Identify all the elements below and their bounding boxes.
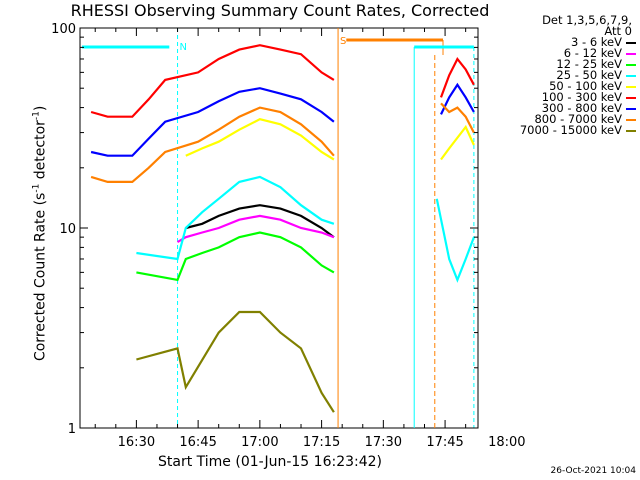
legend-swatch <box>626 85 636 88</box>
x-tick-label: 17:15 <box>303 435 340 450</box>
series-line-4 <box>136 175 335 261</box>
chart-title: RHESSI Observing Summary Count Rates, Co… <box>70 1 490 20</box>
series-line-7 <box>90 87 335 157</box>
y-tick-label: 100 <box>51 22 76 37</box>
series-line-3 <box>136 231 335 282</box>
x-tick-label: 17:30 <box>365 435 402 450</box>
legend-entry: 12 - 25 keV <box>478 57 636 71</box>
y-axis-label: Corrected Count Rate (s-1 detector-1) <box>31 105 49 362</box>
legend-swatch <box>626 107 636 110</box>
legend-swatch <box>626 96 636 99</box>
legend-entry: 3 - 6 keV <box>478 35 636 49</box>
series-line-1 <box>185 204 335 239</box>
series-line-8 <box>440 102 475 134</box>
legend-entry: 300 - 800 keV <box>478 101 636 115</box>
legend-swatch <box>626 74 636 77</box>
x-tick-label: 17:45 <box>426 435 463 450</box>
x-tick-label: 16:45 <box>179 435 216 450</box>
series-line-9 <box>136 310 335 413</box>
legend-swatch <box>626 118 636 121</box>
interval-annotation: S <box>340 36 346 47</box>
chart-legend: Det 1,3,5,6,7,9, Att 0 3 - 6 keV 6 - 12 k… <box>478 13 636 137</box>
legend-entry-label: 3 - 6 keV <box>571 35 622 49</box>
legend-entry-label: 7000 - 15000 keV <box>519 123 622 137</box>
legend-swatch <box>626 52 636 55</box>
legend-entry-label: 12 - 25 keV <box>556 57 622 71</box>
legend-entry: 7000 - 15000 keV <box>478 123 636 137</box>
series-line-4 <box>435 198 475 283</box>
x-tick-label: 18:00 <box>488 435 525 450</box>
series-line-6 <box>90 44 335 118</box>
legend-entry: 50 - 100 keV <box>478 79 636 93</box>
legend-swatch <box>626 63 636 66</box>
plot-frame <box>79 27 479 429</box>
legend-entry: 800 - 7000 keV <box>478 112 636 126</box>
legend-entry-label: 300 - 800 keV <box>541 101 622 115</box>
generation-timestamp: 26-Oct-2021 10:04 <box>550 466 636 476</box>
legend-entry-label: 50 - 100 keV <box>549 79 622 93</box>
legend-entry-label: 100 - 300 keV <box>541 90 622 104</box>
series-line-8 <box>90 106 335 183</box>
x-axis-label: Start Time (01-Jun-15 16:23:42) <box>158 454 382 470</box>
series-line-6 <box>439 56 475 98</box>
legend-swatch <box>626 41 636 44</box>
y-tick-label: 1 <box>68 422 76 437</box>
legend-entry-label: 6 - 12 keV <box>563 46 622 60</box>
legend-entry: 25 - 50 keV <box>478 68 636 82</box>
legend-entry: 6 - 12 keV <box>478 46 636 60</box>
interval-annotation: N <box>180 42 187 53</box>
legend-entry-label: 25 - 50 keV <box>556 68 622 82</box>
legend-swatch <box>626 129 636 132</box>
series-line-5 <box>185 118 335 161</box>
x-tick-label: 17:00 <box>241 435 278 450</box>
series-line-5 <box>440 124 475 161</box>
legend-header-line-1: Det 1,3,5,6,7,9, <box>542 13 632 27</box>
x-tick-label: 16:30 <box>118 435 155 450</box>
legend-header-line-2: Att 0 <box>604 24 632 38</box>
series-line-7 <box>440 82 475 115</box>
legend-entry: 100 - 300 keV <box>478 90 636 104</box>
series-line-2 <box>176 214 335 244</box>
legend-entry-label: 800 - 7000 keV <box>534 112 622 126</box>
y-tick-label: 10 <box>59 222 76 237</box>
